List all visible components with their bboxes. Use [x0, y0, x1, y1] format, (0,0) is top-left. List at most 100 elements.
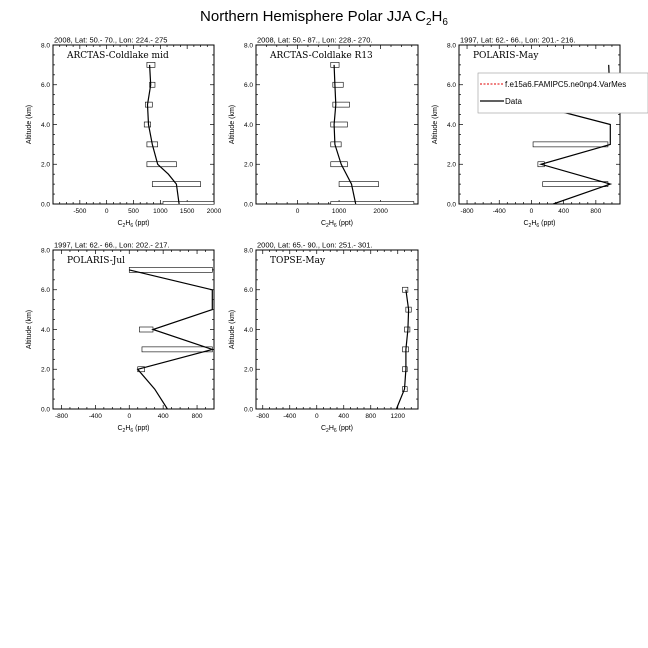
range-bar [162, 201, 214, 204]
data-profile-line [395, 289, 410, 409]
y-tick-label: 4.0 [41, 327, 50, 334]
range-bar [330, 62, 340, 68]
panel-inner-label: POLARIS-May [473, 51, 539, 61]
panel-header: 2000, Lat: 65.- 90., Lon: 251.- 301. [257, 241, 373, 250]
y-tick-label: 6.0 [244, 287, 253, 294]
y-tick-label: 2.0 [244, 162, 253, 169]
range-bar [141, 346, 213, 353]
plot-area [143, 62, 214, 204]
range-bar [146, 62, 156, 68]
chart-panel-4: 1997, Lat: 62.- 66., Lon: 202.- 217. POLA… [26, 241, 215, 434]
plot-frame [255, 249, 419, 410]
x-axis-label: C2H6 (ppt) [321, 425, 353, 434]
x-tick-label: -800 [256, 413, 269, 420]
data-profile-line [129, 269, 214, 409]
x-tick-label: -800 [461, 208, 474, 215]
y-tick-label: 2.0 [447, 162, 456, 169]
y-tick-label: 4.0 [244, 327, 253, 334]
x-tick-label: 800 [590, 208, 601, 215]
x-tick-label: 0 [530, 208, 534, 215]
y-tick-label: 0.0 [244, 406, 253, 413]
x-tick-label: 2000 [373, 208, 388, 215]
range-bar [402, 366, 408, 373]
panel-header: 1997, Lat: 62.- 66., Lon: 202.- 217. [54, 241, 170, 250]
panel-inner-label: TOPSE-May [270, 256, 326, 266]
x-tick-label: 800 [365, 413, 376, 420]
x-tick-label: -400 [89, 413, 102, 420]
x-tick-label: 0 [105, 208, 109, 215]
chart-panel-1: 2008, Lat: 50.- 70., Lon: 224.- 275 ARCTA… [26, 36, 222, 230]
y-tick-label: 2.0 [244, 367, 253, 374]
y-tick-label: 8.0 [244, 247, 253, 254]
y-tick-label: 0.0 [41, 406, 50, 413]
y-axis-label: Altitude (km) [432, 105, 439, 144]
legend-model-label: f.e15a6.FAMIPC5.ne0np4.VarMes [505, 80, 626, 89]
range-bar [149, 81, 156, 88]
data-profile-line [146, 64, 180, 204]
y-tick-label: 0.0 [447, 201, 456, 208]
chart-panel-3: 1997, Lat: 62.- 66., Lon: 201.- 216. POLA… [432, 36, 621, 229]
y-tick-label: 4.0 [447, 122, 456, 129]
range-bar [143, 121, 151, 128]
range-bar [330, 201, 415, 204]
x-tick-label: 800 [192, 413, 203, 420]
x-tick-label: 1200 [391, 413, 406, 420]
panel-inner-label: ARCTAS-Coldlake mid [66, 51, 169, 61]
x-tick-label: 0 [296, 208, 300, 215]
plot-area [395, 286, 412, 409]
x-tick-label: 400 [158, 413, 169, 420]
range-bar [532, 141, 609, 148]
y-tick-label: 6.0 [447, 82, 456, 89]
range-bar [402, 286, 409, 293]
plot-area [128, 267, 214, 409]
plot-frame [52, 44, 215, 205]
y-axis-label: Altitude (km) [26, 105, 33, 144]
legend-box [477, 72, 648, 114]
range-bar [338, 181, 379, 187]
range-bar [542, 181, 609, 187]
y-axis-label: Altitude (km) [229, 105, 236, 144]
x-axis-label: C2H6 (ppt) [117, 220, 149, 229]
data-profile-line [333, 64, 357, 204]
panel-inner-label: POLARIS-Jul [67, 256, 125, 266]
range-bar [139, 326, 154, 333]
x-tick-label: 0 [315, 413, 319, 420]
x-tick-label: 400 [338, 413, 349, 420]
y-tick-label: 6.0 [41, 82, 50, 89]
plot-frame [52, 249, 215, 410]
x-tick-label: 1000 [332, 208, 347, 215]
x-tick-label: -800 [55, 413, 68, 420]
y-axis-label: Altitude (km) [26, 310, 33, 349]
y-tick-label: 6.0 [41, 287, 50, 294]
range-bar [330, 121, 348, 128]
y-tick-label: 8.0 [41, 247, 50, 254]
range-bar [146, 161, 177, 168]
x-axis-label: C2H6 (ppt) [321, 220, 353, 229]
x-axis-label: C2H6 (ppt) [523, 220, 555, 229]
x-tick-label: -400 [493, 208, 506, 215]
panel-header: 2008, Lat: 50.- 70., Lon: 224.- 275 [54, 36, 167, 45]
x-tick-label: 400 [558, 208, 569, 215]
y-tick-label: 0.0 [244, 201, 253, 208]
range-bar [128, 267, 213, 273]
range-bar [332, 81, 344, 88]
y-tick-label: 0.0 [41, 201, 50, 208]
x-tick-label: 1000 [153, 208, 168, 215]
panel-inner-label: ARCTAS-Coldlake R13 [269, 51, 373, 61]
x-axis-label: C2H6 (ppt) [117, 425, 149, 434]
y-tick-label: 6.0 [244, 82, 253, 89]
y-tick-label: 2.0 [41, 162, 50, 169]
y-tick-label: 8.0 [41, 42, 50, 49]
y-tick-label: 8.0 [244, 42, 253, 49]
y-tick-label: 4.0 [244, 122, 253, 129]
chart-main-title: Northern Hemisphere Polar JJA C2H6 [200, 8, 448, 28]
y-tick-label: 2.0 [41, 367, 50, 374]
legend-data-label: Data [505, 97, 522, 106]
chart-panel-2: 2008, Lat: 50.- 87., Lon: 228.- 270. ARCT… [229, 36, 419, 229]
x-tick-label: 500 [128, 208, 139, 215]
panel-header: 1997, Lat: 62.- 66., Lon: 201.- 216. [460, 36, 576, 45]
y-tick-label: 8.0 [447, 42, 456, 49]
y-axis-label: Altitude (km) [229, 310, 236, 349]
y-tick-label: 4.0 [41, 122, 50, 129]
